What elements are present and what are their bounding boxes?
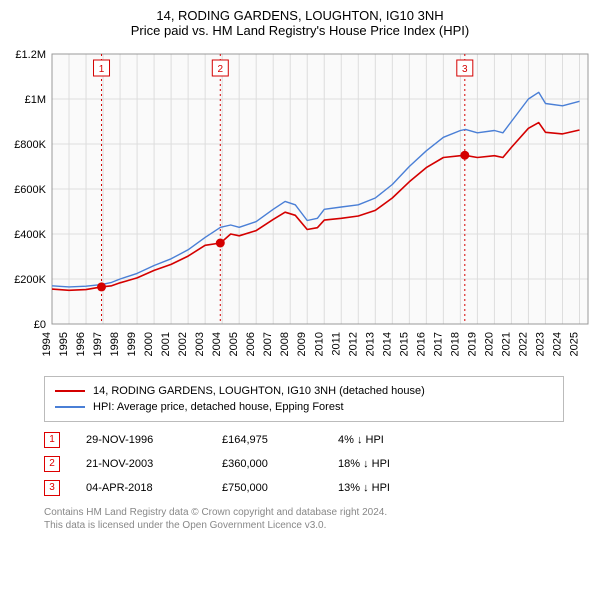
legend-swatch-blue — [55, 406, 85, 408]
svg-text:2002: 2002 — [177, 332, 189, 356]
sale-marker-box: 2 — [44, 456, 60, 472]
svg-text:2007: 2007 — [262, 332, 274, 356]
legend-row: 14, RODING GARDENS, LOUGHTON, IG10 3NH (… — [55, 383, 553, 399]
svg-text:2005: 2005 — [228, 332, 240, 356]
svg-text:2008: 2008 — [279, 332, 291, 356]
svg-text:£200K: £200K — [14, 274, 46, 286]
sale-marker-box: 1 — [44, 432, 60, 448]
legend-label: 14, RODING GARDENS, LOUGHTON, IG10 3NH (… — [93, 385, 425, 397]
footer-attribution: Contains HM Land Registry data © Crown c… — [44, 506, 564, 532]
svg-text:1999: 1999 — [126, 332, 138, 356]
sale-price: £360,000 — [222, 458, 312, 470]
chart-area: £0 £200K £400K £600K £800K £1M £1.2M 1994 1995 19… — [4, 48, 596, 368]
svg-text:£400K: £400K — [14, 229, 46, 241]
svg-text:2004: 2004 — [211, 332, 223, 356]
svg-text:2: 2 — [218, 64, 224, 75]
svg-text:2006: 2006 — [245, 332, 257, 356]
sales-table: 1 29-NOV-1996 £164,975 4% ↓ HPI 2 21-NOV… — [44, 428, 564, 500]
svg-text:2013: 2013 — [364, 332, 376, 356]
svg-text:2023: 2023 — [534, 332, 546, 356]
footer-line-1: Contains HM Land Registry data © Crown c… — [44, 506, 564, 519]
svg-text:2018: 2018 — [449, 332, 461, 356]
sale-diff: 13% ↓ HPI — [338, 482, 564, 494]
svg-text:2014: 2014 — [381, 332, 393, 356]
svg-text:2003: 2003 — [194, 332, 206, 356]
legend-swatch-red — [55, 390, 85, 392]
svg-text:1994: 1994 — [41, 332, 53, 356]
sale-date: 21-NOV-2003 — [86, 458, 196, 470]
sales-row: 2 21-NOV-2003 £360,000 18% ↓ HPI — [44, 452, 564, 476]
svg-text:£1.2M: £1.2M — [15, 49, 46, 61]
line-chart-svg: £0 £200K £400K £600K £800K £1M £1.2M 1994 1995 19… — [4, 48, 596, 368]
svg-text:1997: 1997 — [92, 332, 104, 356]
svg-text:2010: 2010 — [313, 332, 325, 356]
svg-text:1998: 1998 — [109, 332, 121, 356]
svg-text:2020: 2020 — [483, 332, 495, 356]
sale-date: 04-APR-2018 — [86, 482, 196, 494]
svg-text:£600K: £600K — [14, 184, 46, 196]
svg-text:2012: 2012 — [347, 332, 359, 356]
sale-price: £750,000 — [222, 482, 312, 494]
svg-text:2021: 2021 — [500, 332, 512, 356]
svg-text:2016: 2016 — [415, 332, 427, 356]
svg-text:2019: 2019 — [466, 332, 478, 356]
svg-text:2000: 2000 — [143, 332, 155, 356]
footer-line-2: This data is licensed under the Open Gov… — [44, 519, 564, 532]
chart-container: 14, RODING GARDENS, LOUGHTON, IG10 3NH P… — [0, 0, 600, 540]
sale-diff: 18% ↓ HPI — [338, 458, 564, 470]
svg-text:1: 1 — [99, 64, 105, 75]
svg-text:£1M: £1M — [25, 94, 46, 106]
svg-text:2015: 2015 — [398, 332, 410, 356]
title-line-2: Price paid vs. HM Land Registry's House … — [4, 23, 596, 38]
svg-text:2011: 2011 — [330, 332, 342, 356]
svg-text:2001: 2001 — [160, 332, 172, 356]
svg-text:£0: £0 — [34, 319, 46, 331]
svg-text:3: 3 — [462, 64, 468, 75]
svg-text:1996: 1996 — [75, 332, 87, 356]
legend-label: HPI: Average price, detached house, Eppi… — [93, 401, 344, 413]
sales-row: 3 04-APR-2018 £750,000 13% ↓ HPI — [44, 476, 564, 500]
svg-text:2024: 2024 — [551, 332, 563, 356]
sale-price: £164,975 — [222, 434, 312, 446]
legend-box: 14, RODING GARDENS, LOUGHTON, IG10 3NH (… — [44, 376, 564, 422]
svg-text:2017: 2017 — [432, 332, 444, 356]
svg-text:£800K: £800K — [14, 139, 46, 151]
title-line-1: 14, RODING GARDENS, LOUGHTON, IG10 3NH — [4, 8, 596, 23]
svg-text:2025: 2025 — [568, 332, 580, 356]
sale-date: 29-NOV-1996 — [86, 434, 196, 446]
sales-row: 1 29-NOV-1996 £164,975 4% ↓ HPI — [44, 428, 564, 452]
sale-diff: 4% ↓ HPI — [338, 434, 564, 446]
svg-text:1995: 1995 — [58, 332, 70, 356]
legend-row: HPI: Average price, detached house, Eppi… — [55, 399, 553, 415]
svg-text:2022: 2022 — [517, 332, 529, 356]
svg-text:2009: 2009 — [296, 332, 308, 356]
sale-marker-box: 3 — [44, 480, 60, 496]
